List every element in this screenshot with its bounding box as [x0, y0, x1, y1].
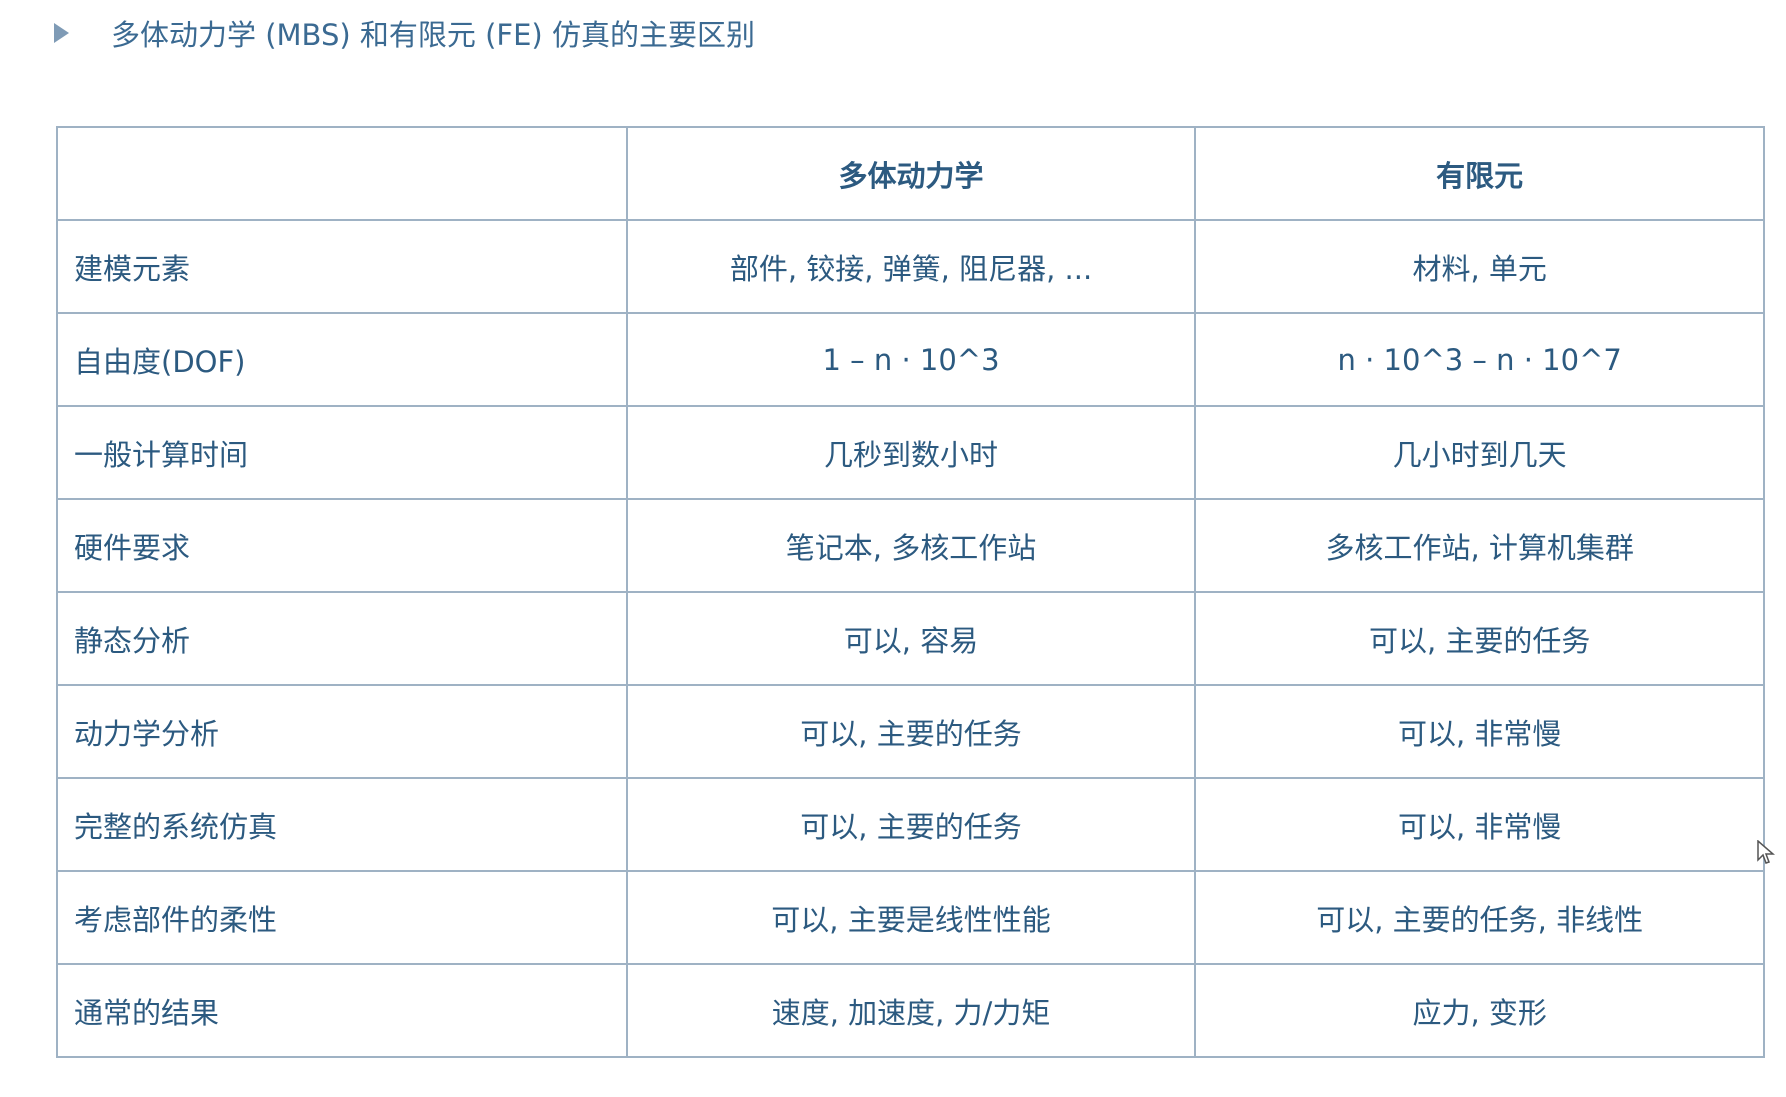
triangle-bullet-icon [54, 23, 69, 43]
row-label: 建模元素 [56, 219, 628, 314]
mbs-value: 可以, 容易 [625, 591, 1197, 686]
table-row: 硬件要求 笔记本, 多核工作站 多核工作站, 计算机集群 [56, 498, 1765, 593]
mbs-value: 笔记本, 多核工作站 [625, 498, 1197, 593]
slide-title: 多体动力学 (MBS) 和有限元 (FE) 仿真的主要区别 [111, 18, 755, 52]
table-row: 建模元素 部件, 铰接, 弹簧, 阻尼器, ... 材料, 单元 [56, 219, 1765, 314]
table-row: 完整的系统仿真 可以, 主要的任务 可以, 非常慢 [56, 777, 1765, 872]
mbs-value: 可以, 主要是线性性能 [625, 870, 1197, 965]
row-label: 动力学分析 [56, 684, 628, 779]
fe-value: 可以, 非常慢 [1194, 684, 1765, 779]
fe-value: n · 10^3 – n · 10^7 [1194, 312, 1765, 407]
mbs-value: 1 – n · 10^3 [625, 312, 1197, 407]
table-row: 一般计算时间 几秒到数小时 几小时到几天 [56, 405, 1765, 500]
mbs-value: 几秒到数小时 [625, 405, 1197, 500]
mbs-value: 可以, 主要的任务 [625, 684, 1197, 779]
header-fe: 有限元 [1194, 126, 1765, 221]
table-row: 静态分析 可以, 容易 可以, 主要的任务 [56, 591, 1765, 686]
fe-value: 几小时到几天 [1194, 405, 1765, 500]
fe-value: 应力, 变形 [1194, 963, 1765, 1058]
table-row: 通常的结果 速度, 加速度, 力/力矩 应力, 变形 [56, 963, 1765, 1058]
mouse-cursor-icon [1757, 840, 1775, 864]
fe-value: 材料, 单元 [1194, 219, 1765, 314]
row-label: 完整的系统仿真 [56, 777, 628, 872]
mbs-value: 速度, 加速度, 力/力矩 [625, 963, 1197, 1058]
slide-heading: 多体动力学 (MBS) 和有限元 (FE) 仿真的主要区别 [54, 12, 755, 54]
table-header-row: 多体动力学 有限元 [56, 126, 1765, 221]
row-label: 静态分析 [56, 591, 628, 686]
fe-value: 可以, 主要的任务 [1194, 591, 1765, 686]
row-label: 自由度(DOF) [56, 312, 628, 407]
table-row: 自由度(DOF) 1 – n · 10^3 n · 10^3 – n · 10^7 [56, 312, 1765, 407]
fe-value: 多核工作站, 计算机集群 [1194, 498, 1765, 593]
table-row: 考虑部件的柔性 可以, 主要是线性性能 可以, 主要的任务, 非线性 [56, 870, 1765, 965]
row-label: 一般计算时间 [56, 405, 628, 500]
fe-value: 可以, 非常慢 [1194, 777, 1765, 872]
row-label: 通常的结果 [56, 963, 628, 1058]
fe-value: 可以, 主要的任务, 非线性 [1194, 870, 1765, 965]
header-mbs: 多体动力学 [625, 126, 1197, 221]
mbs-value: 部件, 铰接, 弹簧, 阻尼器, ... [625, 219, 1197, 314]
row-label: 考虑部件的柔性 [56, 870, 628, 965]
table-row: 动力学分析 可以, 主要的任务 可以, 非常慢 [56, 684, 1765, 779]
header-empty [56, 126, 628, 221]
row-label: 硬件要求 [56, 498, 628, 593]
comparison-table: 多体动力学 有限元 建模元素 部件, 铰接, 弹簧, 阻尼器, ... 材料, 单元… [56, 126, 1765, 1058]
mbs-value: 可以, 主要的任务 [625, 777, 1197, 872]
